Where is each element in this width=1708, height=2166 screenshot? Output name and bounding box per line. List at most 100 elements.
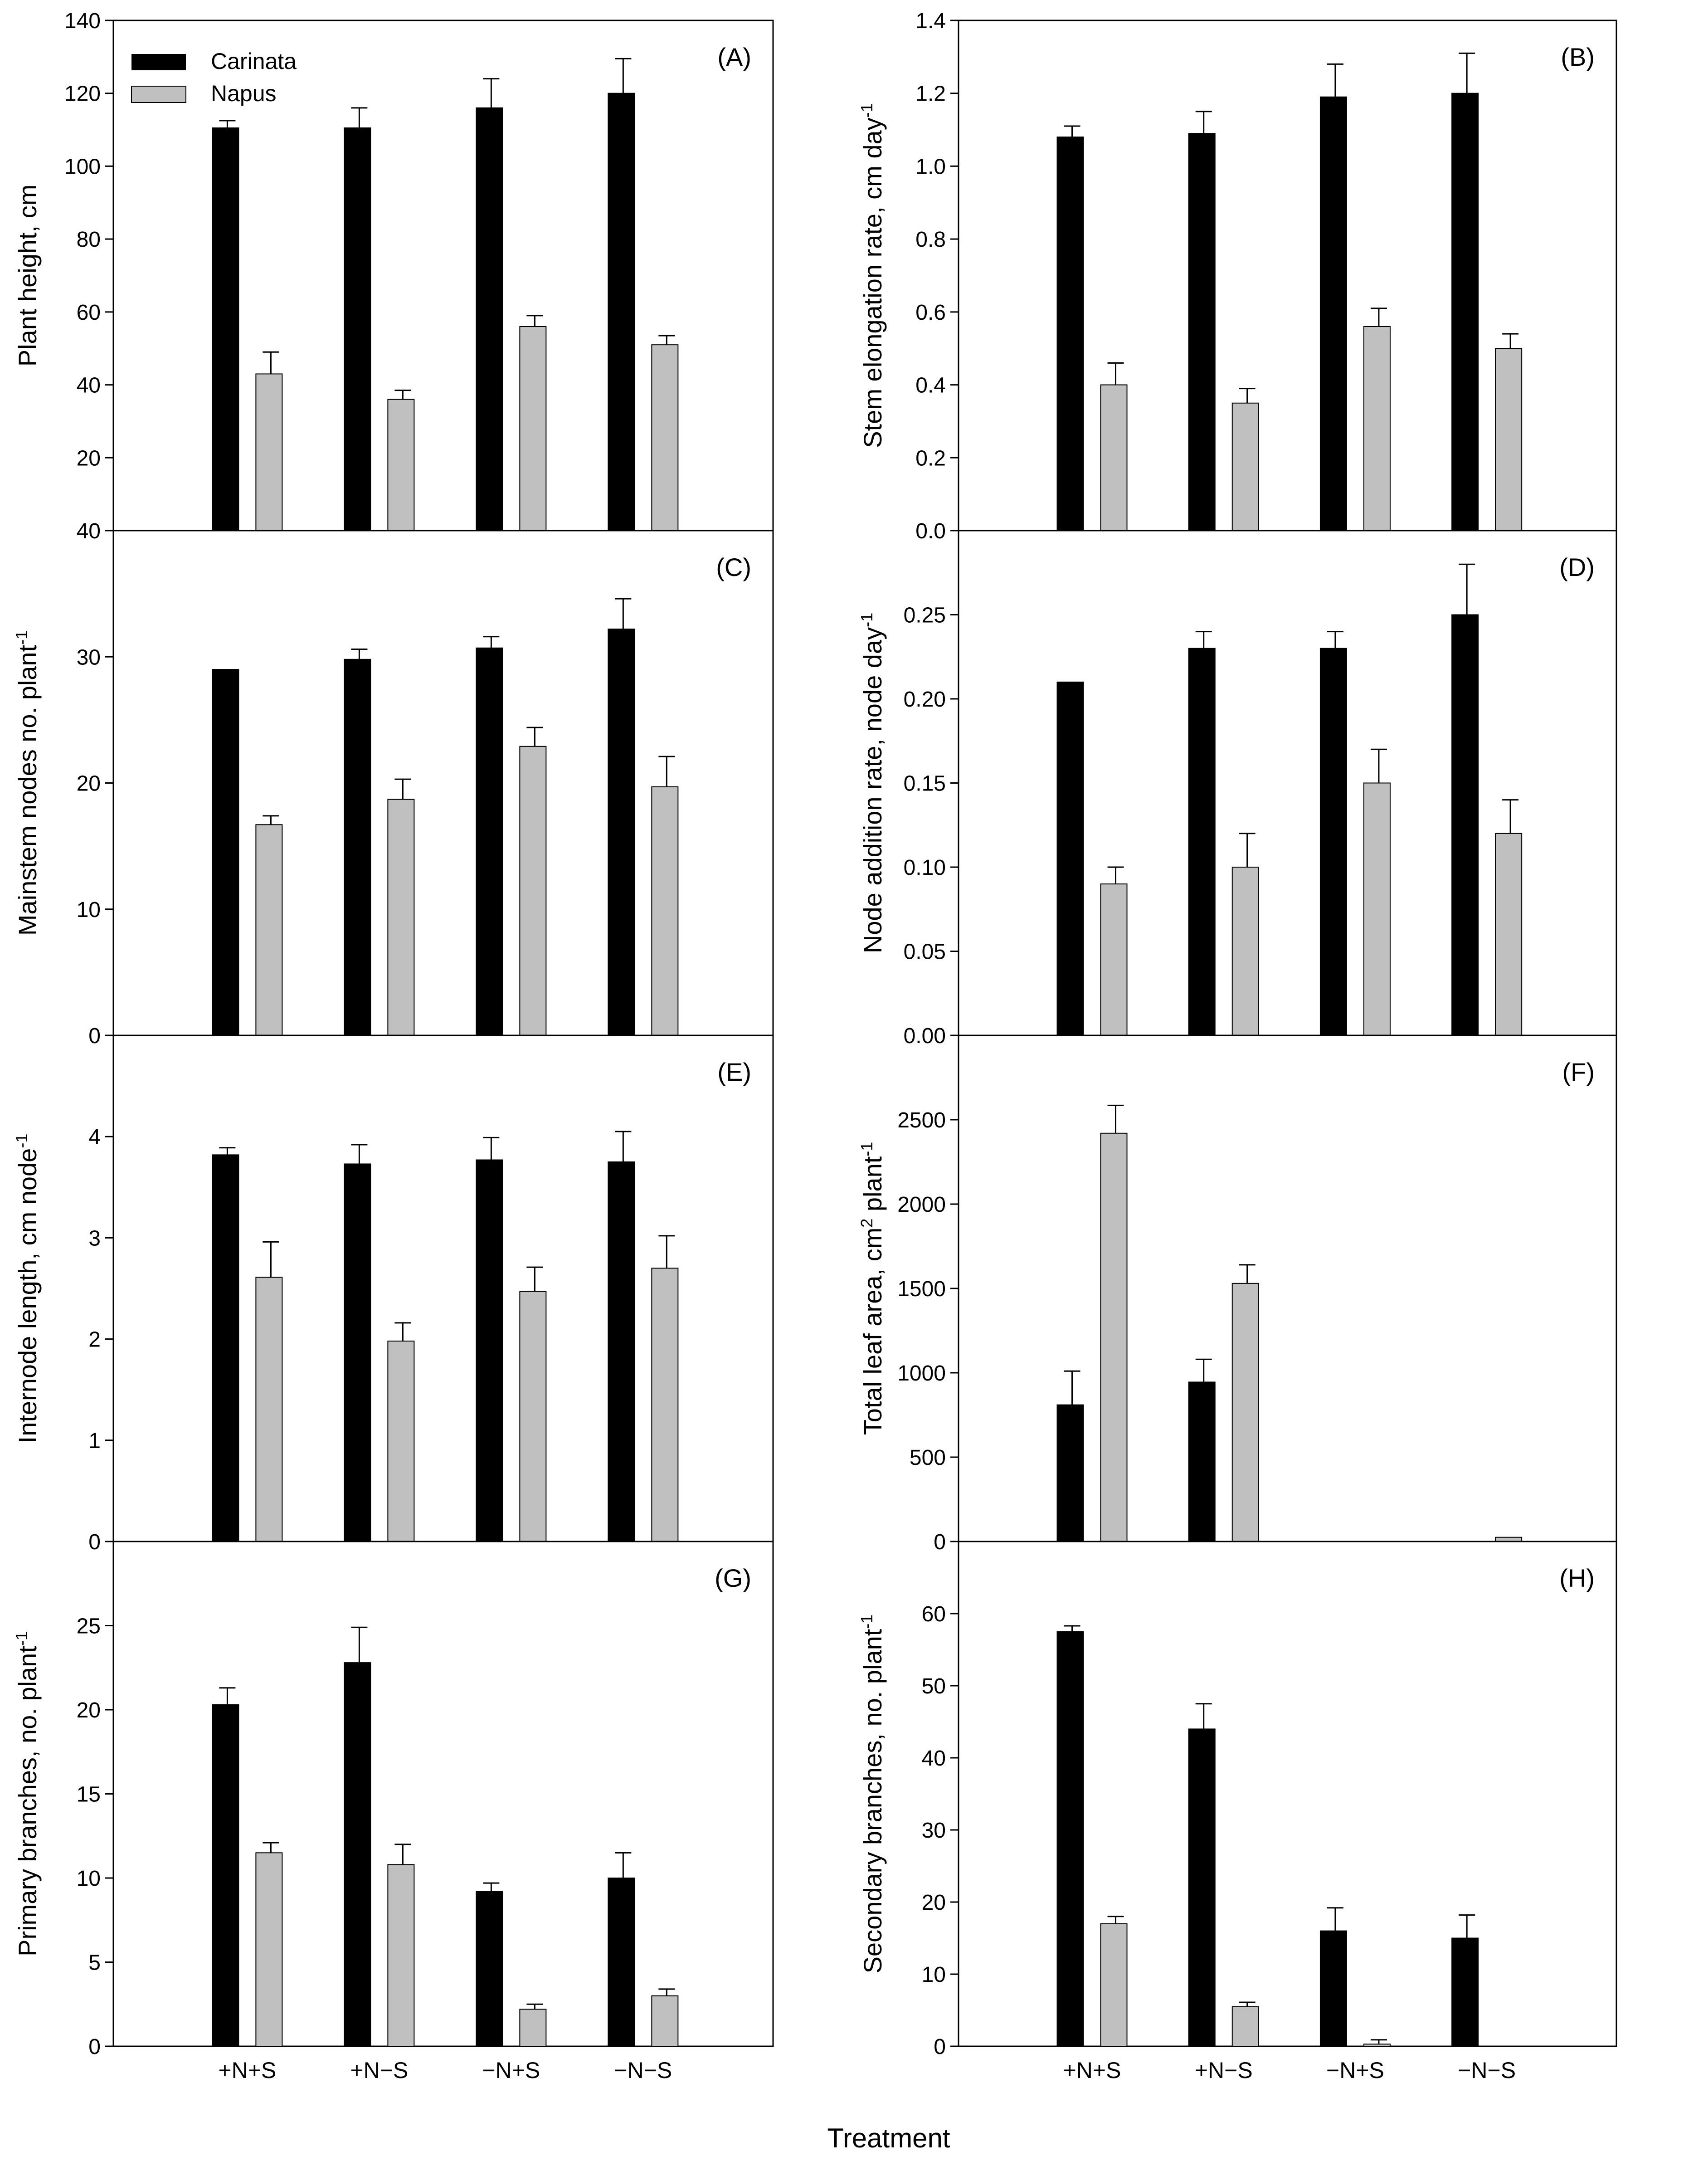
panel-f-bar-napus-1: [1231, 1283, 1259, 1542]
panel-e-ylabel: Internode length, cm node-1: [12, 1134, 42, 1444]
panel-h-bar-napus-1: [1231, 2006, 1259, 2047]
panel-d-ytick-label: 0.00: [904, 1024, 946, 1048]
panel-d-bar-napus-2: [1363, 782, 1391, 1036]
panel-b-bar-napus-3: [1495, 348, 1523, 531]
panel-b-bar-carinata-1: [1188, 133, 1216, 532]
panel-g-ytick-label: 0: [88, 2035, 101, 2059]
panel-g-ytick-label: 5: [88, 1951, 101, 1975]
panel-d-bar-carinata-0: [1056, 681, 1084, 1036]
panel-g-bar-carinata-0: [212, 1704, 239, 2047]
panel-h-ylabel: Secondary branches, no. plant-1: [857, 1615, 887, 1974]
panel-h-ytick-label: 60: [922, 1602, 946, 1626]
panel-a-ytick-label: 60: [77, 301, 101, 325]
panel-e-bar-napus-3: [651, 1268, 679, 1542]
panel-h-xtick-label: +N+S: [1063, 2058, 1121, 2083]
panel-a-bar-napus-3: [651, 344, 679, 532]
panel-h-xtick-label: −N+S: [1326, 2058, 1384, 2083]
panel-a-ytick-label: 40: [77, 519, 101, 543]
panel-h-xtick-label: −N−S: [1458, 2058, 1516, 2083]
panel-a-ytick-label: 40: [77, 374, 101, 398]
panel-b-ytick-label: 0.8: [915, 228, 946, 252]
panel-a-bar-carinata-3: [608, 93, 635, 531]
panel-d-ytick-label: 0.25: [904, 604, 946, 628]
panel-c-ylabel: Mainstem nodes no. plant-1: [12, 630, 42, 936]
panel-f-ytick-label: 500: [910, 1446, 946, 1470]
panel-e-bar-napus-2: [519, 1291, 547, 1542]
panel-e-ytick-label: 2: [88, 1328, 101, 1352]
panel-d-bar-napus-1: [1231, 867, 1259, 1036]
legend-label-napus: Napus: [211, 81, 277, 106]
panel-g-xtick-label: +N+S: [218, 2058, 276, 2083]
panel-h-frame: [958, 1541, 1617, 2047]
panel-b-bar-carinata-2: [1319, 96, 1347, 531]
panel-e-letter: (E): [717, 1058, 751, 1086]
panel-f-letter: (F): [1562, 1058, 1595, 1086]
panel-c-bar-napus-0: [255, 824, 283, 1036]
panel-e-ytick-label: 1: [88, 1429, 101, 1453]
panel-e-bar-napus-1: [387, 1341, 415, 1542]
panel-a-bar-carinata-1: [344, 127, 371, 531]
panel-h-xtick-label: +N−S: [1195, 2058, 1253, 2083]
panel-b-ytick-label: 0.2: [915, 446, 946, 470]
panel-f-ytick-label: 2500: [897, 1108, 946, 1132]
panel-f-ytick-label: 1500: [897, 1277, 946, 1301]
panel-b-bar-napus-0: [1100, 384, 1128, 531]
panel-d-bar-napus-0: [1100, 883, 1128, 1036]
panel-e-ytick-label: 3: [88, 1226, 101, 1250]
panel-d-ytick-label: 0.10: [904, 856, 946, 880]
panel-a-ytick-label: 100: [64, 155, 101, 179]
panel-g-ylabel: Primary branches, no. plant-1: [12, 1631, 42, 1956]
panel-c-bar-napus-3: [651, 786, 679, 1036]
panel-f-ylabel: Total leaf area, cm2 plant-1: [857, 1142, 887, 1435]
x-axis-label: Treatment: [827, 2123, 950, 2153]
panel-c: 0 10 20 30 Mainstem nodes no. plant-1 (C): [12, 530, 774, 1048]
panel-h-bar-carinata-0: [1056, 1631, 1084, 2047]
panel-a-bar-carinata-0: [212, 127, 239, 531]
panel-g-bar-napus-2: [519, 2009, 547, 2047]
panel-a-ytick-label: 120: [64, 82, 101, 106]
panel-a-letter: (A): [717, 43, 751, 71]
panel-g-bar-carinata-1: [344, 1662, 371, 2047]
panel-h-bar-carinata-2: [1319, 1930, 1347, 2047]
panel-h-bar-napus-0: [1100, 1923, 1128, 2047]
panel-g-xtick-label: −N+S: [482, 2058, 540, 2083]
panel-g-ytick-label: 25: [77, 1615, 101, 1639]
panel-c-ytick-label: 10: [77, 898, 101, 922]
panel-d-bar-carinata-2: [1319, 648, 1347, 1036]
panel-c-ytick-label: 20: [77, 772, 101, 796]
panel-c-bar-carinata-2: [476, 647, 503, 1036]
panel-h: 0 10 20 30 40 50 60 Secondary branches, no. pla…: [857, 1541, 1617, 2083]
panel-g-xtick-label: −N−S: [614, 2058, 672, 2083]
panel-f-bar-napus-0: [1100, 1132, 1128, 1542]
panel-c-bar-napus-1: [387, 799, 415, 1036]
panel-h-ytick-label: 30: [922, 1819, 946, 1843]
panel-h-ytick-label: 20: [922, 1891, 946, 1915]
panel-e-ytick-label: 0: [88, 1530, 101, 1554]
panel-e-bar-carinata-1: [344, 1163, 371, 1542]
panel-g-ytick-label: 15: [77, 1783, 101, 1807]
panel-f-bar-carinata-1: [1188, 1381, 1216, 1542]
panel-b-ytick-label: 1.0: [915, 155, 946, 179]
panel-f-ytick-label: 1000: [897, 1361, 946, 1385]
panel-d-bar-carinata-3: [1451, 614, 1479, 1036]
panel-g-ytick-label: 10: [77, 1867, 101, 1891]
panel-d-letter: (D): [1559, 553, 1595, 581]
panel-h-bar-napus-2: [1363, 2044, 1391, 2047]
panel-a-bar-napus-0: [255, 373, 283, 531]
panel-g-bar-carinata-3: [608, 1878, 635, 2047]
panel-d-ylabel: Node addition rate, node day-1: [857, 613, 887, 953]
legend-label-carinata: Carinata: [211, 49, 297, 74]
panel-a-ytick-label: 140: [64, 9, 101, 33]
panel-g-bar-napus-3: [651, 1995, 679, 2047]
panel-c-bar-carinata-0: [212, 669, 239, 1036]
panel-g-bar-carinata-2: [476, 1891, 503, 2047]
panel-e-bar-carinata-0: [212, 1154, 239, 1542]
panel-d-ytick-label: 0.15: [904, 772, 946, 796]
legend: Carinata Napus: [131, 49, 297, 106]
panel-c-ytick-label: 30: [77, 645, 101, 669]
panel-d-ytick-label: 0.05: [904, 940, 946, 964]
panel-c-ytick-label: 0: [88, 1024, 101, 1048]
